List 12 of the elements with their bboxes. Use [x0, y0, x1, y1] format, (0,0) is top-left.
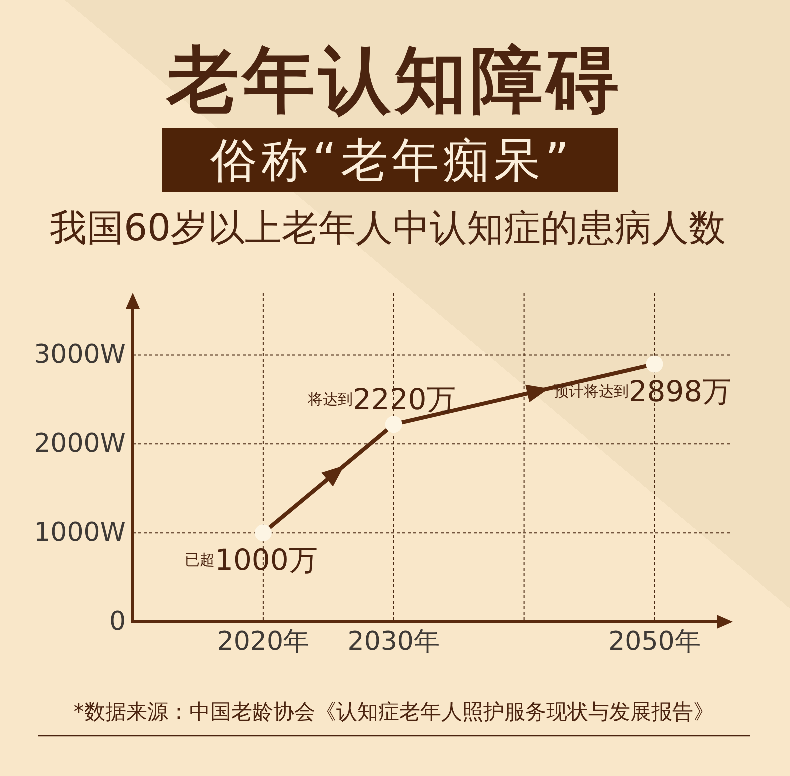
chart-subtitle: 俗称“老年痴呆” — [210, 134, 574, 188]
subtitle-box: 俗称“老年痴呆” — [162, 128, 618, 192]
y-tick-label: 0 — [109, 607, 126, 637]
text: *数据来源：中国老龄协会《认知症老年人照护服务现状与发展报告》 — [74, 700, 714, 724]
chart-title: 老年认知障碍 — [165, 38, 623, 122]
y-tick-label: 3000W — [34, 340, 126, 370]
y-tick-label: 2000W — [34, 429, 126, 460]
x-tick-label: 2050年 — [608, 627, 701, 657]
y-tick-label: 1000W — [34, 518, 126, 548]
text: 我国60岁以上老年人中认知症的患病人数 — [50, 206, 726, 250]
x-tick-label: 2030年 — [348, 627, 440, 657]
x-tick-label: 2020年 — [217, 627, 310, 657]
